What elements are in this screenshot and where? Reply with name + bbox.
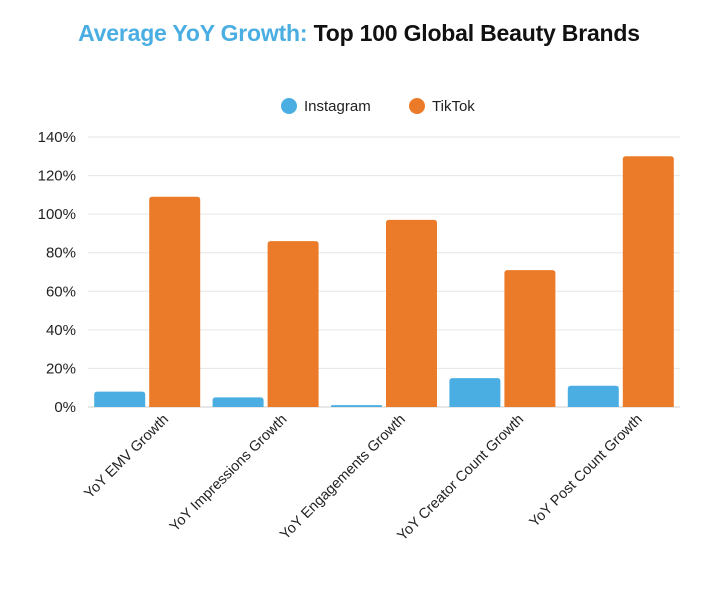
x-tick-label: YoY Creator Count Growth bbox=[395, 412, 528, 545]
y-tick-label: 0% bbox=[54, 399, 76, 416]
chart-title-accent: Average YoY Growth: bbox=[78, 20, 308, 46]
bar-instagram-yoy-post-count-growth bbox=[567, 385, 619, 407]
bar-instagram-yoy-engagements-growth bbox=[331, 405, 382, 407]
legend-label-tiktok: TikTok bbox=[432, 98, 475, 115]
y-tick-label: 60% bbox=[46, 283, 76, 300]
legend-swatch-tiktok bbox=[409, 98, 425, 114]
bar-instagram-yoy-impressions-growth bbox=[212, 397, 264, 407]
chart-title-main: Top 100 Global Beauty Brands bbox=[313, 20, 640, 46]
legend-swatch-instagram bbox=[281, 98, 297, 114]
x-tick-label: YoY Post Count Growth bbox=[527, 412, 646, 531]
x-tick-label: YoY Engagements Growth bbox=[277, 412, 409, 544]
legend: Instagram TikTok bbox=[281, 98, 475, 115]
bar-instagram-yoy-emv-growth bbox=[94, 391, 146, 407]
chart-title: Average YoY Growth: Top 100 Global Beaut… bbox=[0, 20, 718, 47]
y-tick-label: 20% bbox=[46, 360, 76, 377]
y-axis: 0% 20% 40% 60% 80% 100% 120% 140% bbox=[38, 129, 76, 416]
bar-tiktok-yoy-impressions-growth bbox=[267, 241, 319, 407]
y-tick-label: 80% bbox=[46, 245, 76, 262]
y-tick-label: 140% bbox=[38, 129, 76, 146]
bar-tiktok-yoy-emv-growth bbox=[149, 196, 201, 407]
bars bbox=[94, 156, 674, 407]
x-tick-label: YoY EMV Growth bbox=[81, 412, 172, 503]
y-tick-label: 100% bbox=[38, 206, 76, 223]
y-tick-label: 120% bbox=[38, 168, 76, 185]
x-tick-label: YoY Impressions Growth bbox=[167, 412, 291, 536]
bar-tiktok-yoy-post-count-growth bbox=[622, 156, 674, 407]
y-tick-label: 40% bbox=[46, 322, 76, 339]
bar-tiktok-yoy-engagements-growth bbox=[386, 219, 437, 407]
legend-label-instagram: Instagram bbox=[304, 98, 371, 115]
bar-tiktok-yoy-creator-count-growth bbox=[504, 270, 556, 407]
bar-instagram-yoy-creator-count-growth bbox=[449, 378, 501, 407]
